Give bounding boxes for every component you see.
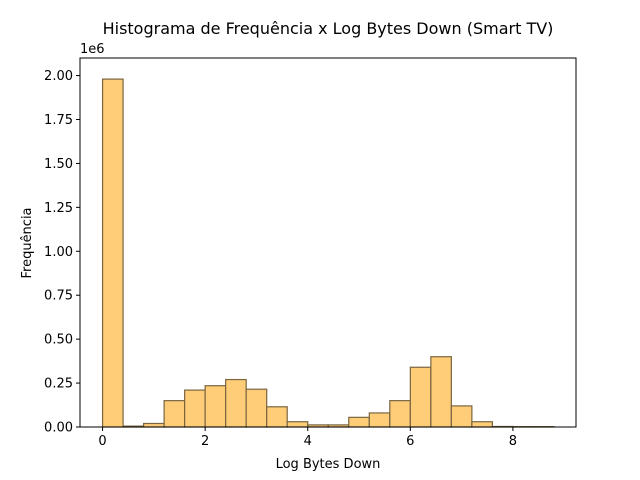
histogram-bar <box>286 421 309 428</box>
histogram-bar <box>163 400 186 428</box>
chart-title: Histograma de Frequência x Log Bytes Dow… <box>103 19 554 38</box>
y-tick-label: 1.25 <box>44 201 73 216</box>
x-axis-label: Log Bytes Down <box>276 457 381 472</box>
y-ticks-group: 0.00 0.25 0.50 0.75 1.00 1.25 1.50 1.75 2.00 <box>44 69 80 436</box>
y-tick-label: 1.00 <box>44 245 73 260</box>
y-offset-label: 1e6 <box>80 42 105 57</box>
y-tick-label: 0.25 <box>44 377 73 392</box>
histogram-bar <box>450 405 473 428</box>
histogram-bar <box>409 366 432 428</box>
histogram-bar <box>389 400 411 428</box>
histogram-bar <box>101 78 124 428</box>
histogram-bar <box>204 385 227 428</box>
y-tick-label: 1.75 <box>44 113 73 128</box>
y-axis-label: Frequência <box>20 207 35 278</box>
histogram-bar <box>348 416 370 428</box>
histogram-bar <box>245 388 268 428</box>
histogram-bar <box>225 378 247 428</box>
x-tick-label: 4 <box>304 434 312 449</box>
x-tick-label: 8 <box>509 434 517 449</box>
y-tick-label: 1.50 <box>44 157 73 172</box>
x-tick-label: 2 <box>201 434 209 449</box>
histogram-bar <box>184 389 206 428</box>
y-tick-label: 2.00 <box>44 69 73 84</box>
y-tick-label: 0.75 <box>44 289 73 304</box>
histogram-bar <box>368 412 391 428</box>
plot-frame <box>79 57 577 428</box>
histogram-bar <box>430 356 452 428</box>
y-tick-label: 0.50 <box>44 333 73 348</box>
bars-group <box>101 78 555 428</box>
histogram-bar <box>143 422 165 428</box>
x-ticks-group: 0 2 4 6 8 <box>98 427 517 449</box>
histogram-bar <box>471 421 493 428</box>
x-tick-label: 0 <box>98 434 106 449</box>
x-tick-label: 6 <box>406 434 414 449</box>
histogram-bar <box>266 406 288 428</box>
y-tick-label: 0.00 <box>44 421 73 436</box>
